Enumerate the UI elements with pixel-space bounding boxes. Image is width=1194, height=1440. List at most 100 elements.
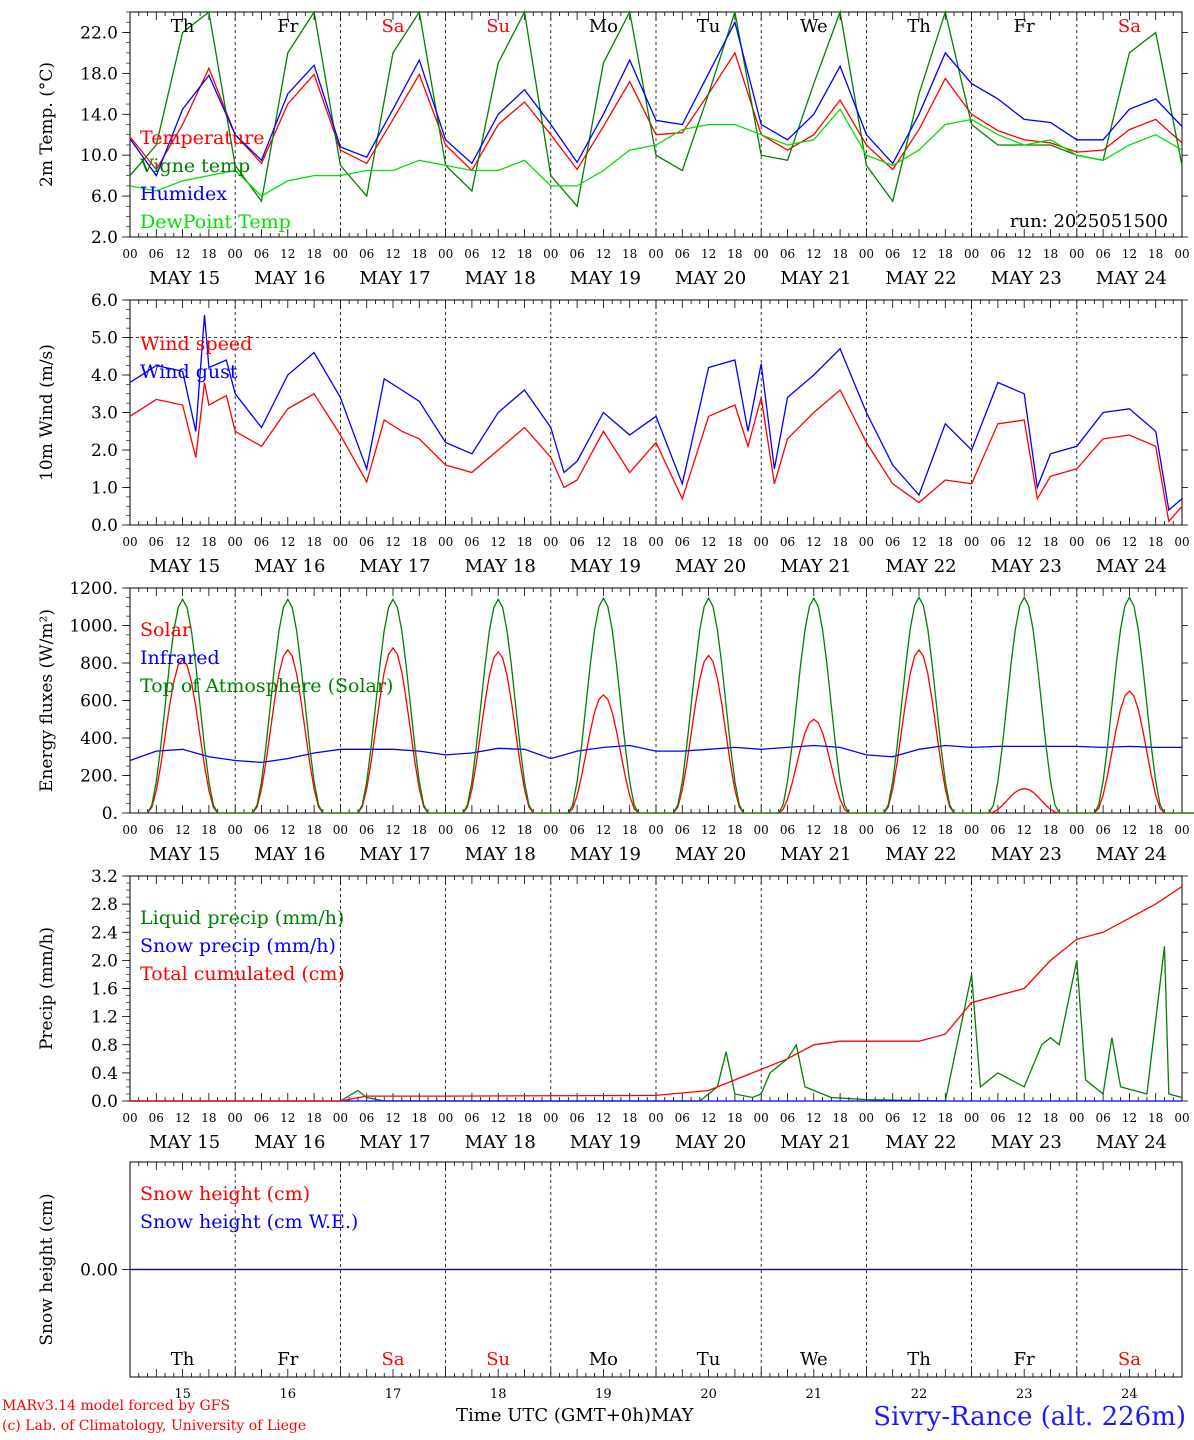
y-tick-label: 800. (80, 654, 118, 674)
hour-label: 18 (201, 535, 216, 549)
hour-label: 00 (859, 823, 874, 837)
hour-label: 00 (648, 535, 663, 549)
hour-label: 18 (1148, 535, 1163, 549)
series-line-liquid-precip-mm-h- (130, 946, 1183, 1102)
hour-label: 00 (333, 247, 348, 261)
date-label: MAY 23 (991, 844, 1062, 865)
date-label: MAY 24 (1096, 268, 1167, 289)
hour-label: 18 (938, 535, 953, 549)
day-of-week-label: Sa (381, 1349, 404, 1370)
hour-label: 06 (990, 535, 1005, 549)
hour-label: 06 (254, 823, 269, 837)
date-label: MAY 18 (465, 844, 536, 865)
hour-label: 12 (1017, 535, 1032, 549)
hour-label: 12 (806, 1111, 821, 1125)
panel-3 (122, 875, 1188, 1102)
hour-label: 06 (1095, 535, 1110, 549)
plot-frame (129, 299, 1183, 526)
date-label: MAY 21 (780, 268, 851, 289)
day-of-week-label: Sa (381, 16, 404, 37)
series-line-temperature (129, 51, 1183, 172)
y-tick-label: 4.0 (91, 366, 118, 386)
date-label: MAY 15 (149, 844, 220, 865)
hour-label: 00 (543, 1111, 558, 1125)
date-label: MAY 24 (1096, 844, 1167, 865)
hour-label: 12 (280, 535, 295, 549)
hour-label: 12 (1122, 823, 1137, 837)
date-label: MAY 19 (570, 556, 641, 577)
hour-label: 06 (675, 535, 690, 549)
day-of-week-label: Fr (1014, 16, 1035, 37)
hour-label: 06 (780, 1111, 795, 1125)
hour-label: 06 (359, 823, 374, 837)
hour-label: 06 (464, 247, 479, 261)
hour-label: 06 (780, 247, 795, 261)
hour-label: 18 (306, 823, 321, 837)
hour-label: 12 (175, 535, 190, 549)
hour-label: 12 (806, 823, 821, 837)
lab-credit: (c) Lab. of Climatology, University of L… (2, 1418, 307, 1434)
hour-label: 06 (780, 823, 795, 837)
hour-label: 00 (122, 823, 137, 837)
hour-label: 00 (1174, 823, 1189, 837)
day-of-week-label: Th (907, 16, 931, 37)
hour-label: 18 (517, 247, 532, 261)
hour-label: 12 (491, 823, 506, 837)
hour-label: 00 (438, 535, 453, 549)
hour-label: 12 (491, 535, 506, 549)
hour-label: 12 (1122, 1111, 1137, 1125)
hour-label: 12 (280, 247, 295, 261)
hour-label: 00 (754, 535, 769, 549)
hour-label: 06 (885, 247, 900, 261)
hour-label: 12 (280, 1111, 295, 1125)
hour-label: 06 (1095, 823, 1110, 837)
hour-label: 00 (333, 823, 348, 837)
y-tick-label: 10.0 (80, 146, 118, 166)
hour-label: 06 (569, 535, 584, 549)
series-line-dewpoint-temp (129, 108, 1183, 197)
hour-label: 12 (385, 1111, 400, 1125)
legend-entry: Wind gust (140, 361, 238, 383)
y-tick-label: 22.0 (80, 23, 118, 43)
legend-entry: Vigne temp (139, 155, 250, 177)
date-label: MAY 23 (991, 268, 1062, 289)
panel-0 (122, 9, 1188, 238)
hour-label: 18 (1148, 823, 1163, 837)
hour-label: 00 (438, 1111, 453, 1125)
hour-label: 18 (201, 823, 216, 837)
hour-label: 00 (754, 1111, 769, 1125)
hour-label: 18 (412, 1111, 427, 1125)
panel-4 (122, 1161, 1188, 1378)
hour-label: 18 (832, 1111, 847, 1125)
hour-label: 18 (201, 247, 216, 261)
date-label: MAY 22 (885, 268, 956, 289)
y-tick-label: 6.0 (91, 187, 118, 207)
plot-frame (129, 587, 1183, 814)
hour-label: 06 (990, 1111, 1005, 1125)
hour-label: 18 (1148, 1111, 1163, 1125)
day-of-week-label: Sa (1118, 1349, 1141, 1370)
date-label: MAY 16 (254, 556, 325, 577)
day-number-label: 18 (490, 1387, 507, 1402)
y-tick-label: 2.0 (91, 441, 118, 461)
day-number-label: 20 (700, 1387, 717, 1402)
hour-label: 18 (1148, 247, 1163, 261)
hour-label: 12 (385, 535, 400, 549)
date-label: MAY 17 (359, 1132, 430, 1153)
hour-label: 06 (149, 1111, 164, 1125)
hour-label: 18 (622, 823, 637, 837)
hour-label: 18 (938, 823, 953, 837)
hour-label: 18 (727, 1111, 742, 1125)
hour-label: 12 (491, 247, 506, 261)
hour-label: 18 (517, 1111, 532, 1125)
y-tick-label: 0.8 (91, 1036, 118, 1056)
date-label: MAY 16 (254, 844, 325, 865)
series-line-solar (146, 646, 1194, 814)
run-label: run: 2025051500 (1010, 211, 1168, 232)
legend-entry: Humidex (140, 183, 227, 205)
hour-label: 06 (675, 247, 690, 261)
hour-label: 06 (149, 823, 164, 837)
y-tick-label: 2.0 (91, 228, 118, 248)
y-axis-label: Precip (mm/h) (37, 927, 57, 1050)
station-name: Sivry-Rance (alt. 226m) (873, 1402, 1186, 1432)
